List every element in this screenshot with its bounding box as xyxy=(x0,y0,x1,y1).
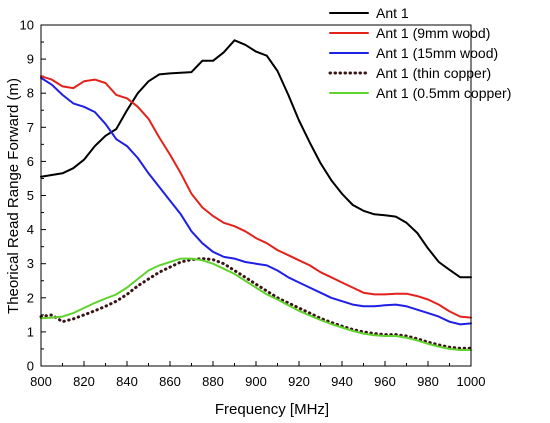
x-tick-label: 920 xyxy=(288,374,310,389)
plot-frame xyxy=(40,24,472,367)
y-tick-label: 1 xyxy=(27,324,34,339)
x-tick-label: 820 xyxy=(73,374,95,389)
y-tick-label: 5 xyxy=(27,188,34,203)
y-tick-label: 0 xyxy=(27,359,34,374)
legend: Ant 1 Ant 1 (9mm wood) Ant 1 (15mm wood) An… xyxy=(328,5,511,101)
series-layer xyxy=(39,39,473,351)
x-tick-label: 840 xyxy=(116,374,138,389)
x-tick-label: 1000 xyxy=(457,374,486,389)
y-axis-title: Theorical Read Range Forward (m) xyxy=(5,78,22,314)
y-tick-label: 9 xyxy=(27,52,34,67)
legend-label: Ant 1 (0.5mm copper) xyxy=(376,85,511,101)
y-tick-label: 8 xyxy=(27,86,34,101)
legend-label: Ant 1 xyxy=(376,5,409,21)
x-tick-label: 860 xyxy=(159,374,181,389)
series-line xyxy=(40,75,472,319)
x-tick-label: 900 xyxy=(245,374,267,389)
y-tick-labels: 0 1 2 3 4 5 6 7 8 9 10 xyxy=(20,18,34,374)
x-tick-label: 940 xyxy=(331,374,353,389)
series-line xyxy=(40,257,472,351)
legend-label: Ant 1 (15mm wood) xyxy=(376,45,498,61)
y-tick-label: 4 xyxy=(27,222,34,237)
y-tick-label: 2 xyxy=(27,290,34,305)
y-tick-label: 7 xyxy=(27,120,34,135)
x-axis-title: Frequency [MHz] xyxy=(215,401,329,418)
x-tick-label: 800 xyxy=(30,374,52,389)
legend-label: Ant 1 (9mm wood) xyxy=(376,25,490,41)
x-tick-label: 980 xyxy=(417,374,439,389)
series-line xyxy=(39,257,473,350)
y-tick-label: 3 xyxy=(27,256,34,271)
series-line xyxy=(40,39,472,279)
y-tick-label: 10 xyxy=(20,18,34,33)
x-tick-label: 880 xyxy=(202,374,224,389)
x-tick-label: 960 xyxy=(374,374,396,389)
legend-label: Ant 1 (thin copper) xyxy=(376,65,491,81)
y-tick-label: 6 xyxy=(27,154,34,169)
x-tick-labels: 800 820 840 860 880 900 920 940 960 980 1000 xyxy=(30,374,485,389)
series-line xyxy=(40,76,472,326)
